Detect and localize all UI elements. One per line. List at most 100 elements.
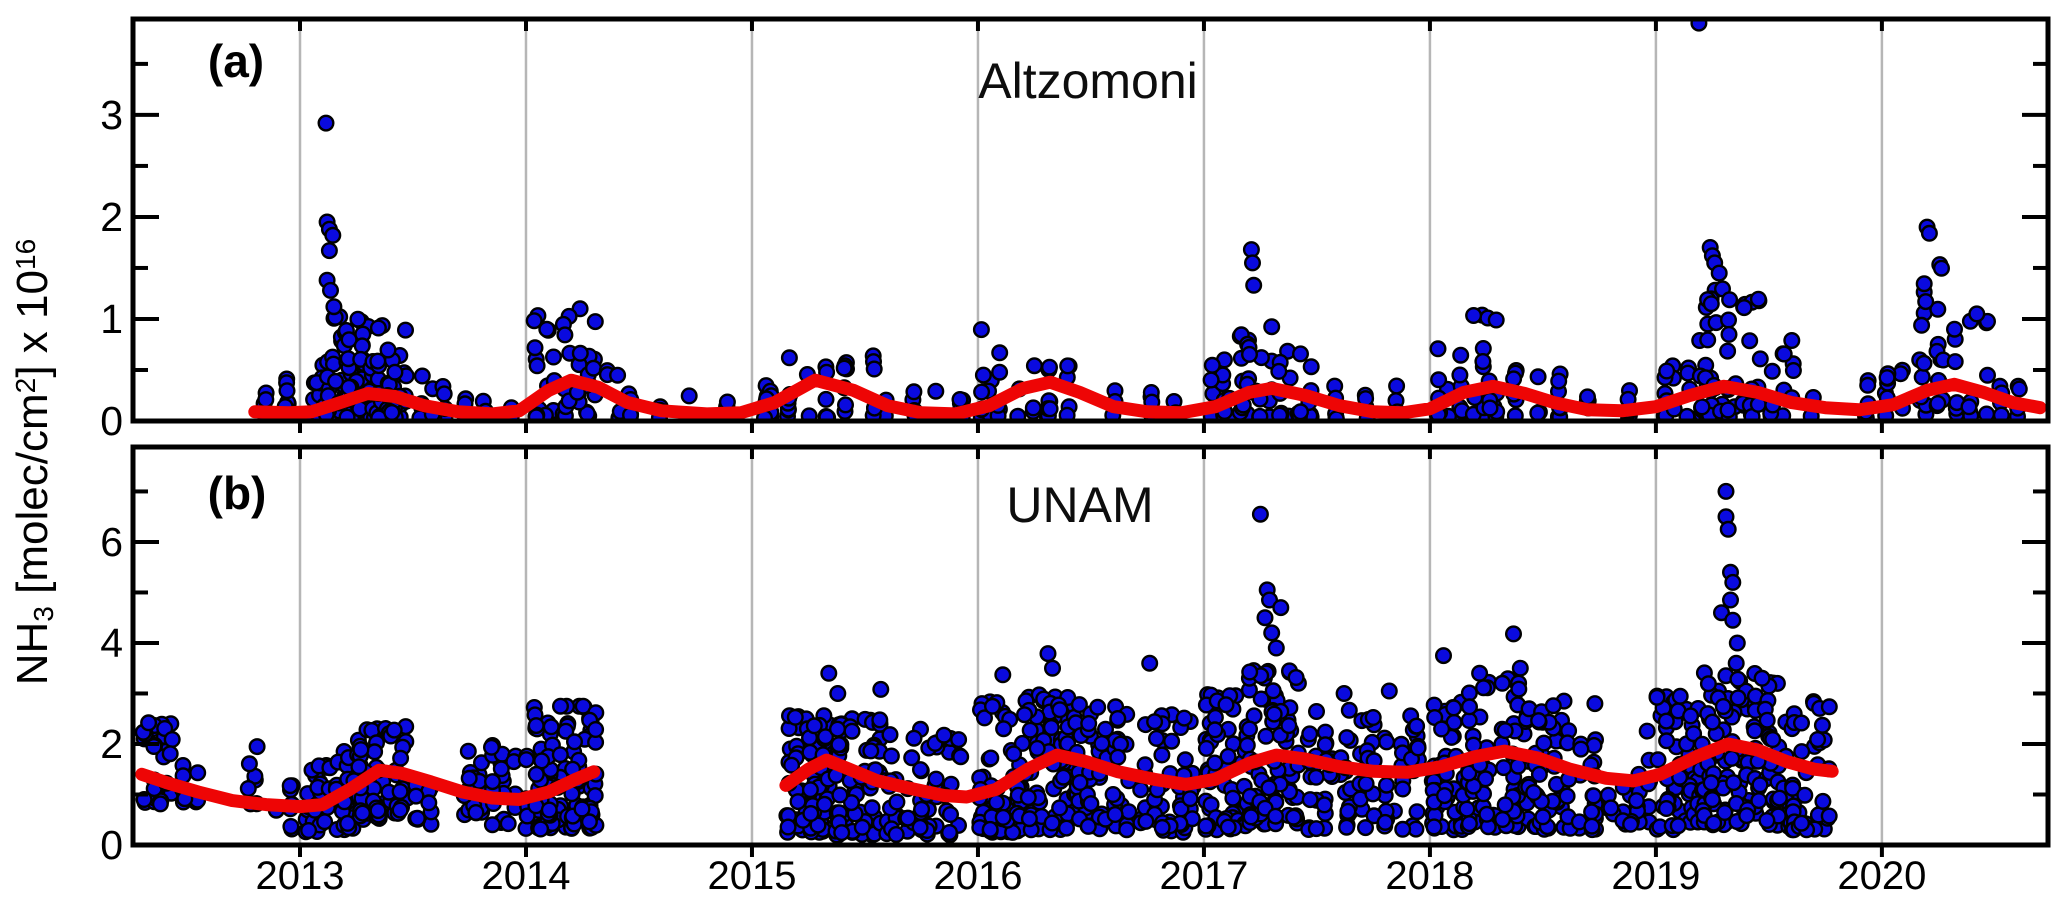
scatter-point [1408,803,1426,821]
scatter-point [1719,401,1737,419]
scatter-point [843,794,861,812]
scatter-point [492,760,510,778]
scatter-outlier-point [1717,482,1735,500]
scatter-point [942,806,960,824]
panel-a-label: (a) [207,35,265,87]
scatter-point [1929,300,1947,318]
scatter-point [300,822,318,840]
scatter-point [881,726,899,744]
scatter-point [580,813,598,831]
scatter-point [1176,751,1194,769]
y-axis-label-superscript-16: 16 [9,238,41,271]
scatter-point [1720,325,1738,343]
scatter-point [281,777,299,795]
scatter-point [1430,371,1448,389]
scatter-point [1153,746,1171,764]
scatter-point [1915,354,1933,372]
scatter-point [1669,817,1687,835]
scatter-point [413,367,431,385]
scatter-point [1445,699,1463,717]
scatter-point [1264,682,1282,700]
scatter-point [145,738,163,756]
scatter-point [1510,680,1528,698]
scatter-point [1751,776,1769,794]
scatter-outlier-point [320,242,338,260]
scatter-outlier-point [140,714,158,732]
scatter-point [1699,331,1717,349]
scatter-point [545,348,563,366]
scatter-point [1658,362,1676,380]
y-tick-label-a-2: 2 [100,193,123,240]
scatter-point [1792,814,1810,832]
scatter-point [1451,366,1469,384]
scatter-point [1071,774,1089,792]
scatter-outlier-point [1968,305,1986,323]
scatter-point [805,717,823,735]
scatter-point [1433,720,1451,738]
scatter-point [499,815,517,833]
scatter-point [862,742,880,760]
scatter-point [1197,739,1215,757]
scatter-point [1494,811,1512,829]
panel-b-plot-area [134,447,1884,845]
scatter-point [1746,722,1764,740]
scatter-point [882,747,900,765]
scatter-point [1059,357,1077,375]
scatter-point [905,729,923,747]
scatter-point [1763,362,1781,380]
scatter-point [386,363,404,381]
scatter-outlier-point [1263,624,1281,642]
scatter-outlier-point [1471,664,1489,682]
scatter-outlier-point [322,281,340,299]
scatter-point [1627,792,1645,810]
scatter-point [1585,787,1603,805]
scatter-point [1978,366,1996,384]
scatter-point [1364,709,1382,727]
scatter-point [1764,731,1782,749]
scatter-point [573,800,591,818]
scatter-point [1263,318,1281,336]
scatter-point [1070,696,1088,714]
scatter-outlier-point [1721,591,1739,609]
scatter-point [1783,332,1801,350]
scatter-point [1729,670,1747,688]
scatter-point [609,366,627,384]
scatter-point [1929,395,1947,413]
scatter-point [974,366,992,384]
scatter-point [1338,729,1356,747]
scatter-point [981,820,999,838]
scatter-point [1302,358,1320,376]
scatter-point [1693,398,1711,416]
x-tick-label-2018: 2018 [1385,854,1475,898]
scatter-outlier-point [1719,520,1737,538]
scatter-point [1714,698,1732,716]
y-tick-label-a-0: 0 [100,398,123,444]
scatter-point [887,826,905,844]
scatter-point [780,349,798,367]
y-tick-label-a-3: 3 [100,91,123,138]
scatter-point [1206,721,1224,739]
scatter-point [1478,805,1496,823]
scatter-point [538,320,556,338]
scatter-point [1775,345,1793,363]
scatter-point [316,813,334,831]
scatter-point [369,352,387,370]
scatter-point [1093,735,1111,753]
scatter-point [952,748,970,766]
scatter-point [542,718,560,736]
scatter-point [927,382,945,400]
scatter-point [1242,808,1260,826]
scatter-point [830,736,848,754]
scatter-point [527,717,545,735]
scatter-point [2010,380,2028,398]
scatter-point [1043,814,1061,832]
scatter-point [1529,404,1547,422]
scatter-point [1460,698,1478,716]
scatter-point [1118,821,1136,839]
scatter-point [407,787,425,805]
scatter-point [1301,725,1319,743]
scatter-point [1291,345,1309,363]
scatter-point [1240,345,1258,363]
